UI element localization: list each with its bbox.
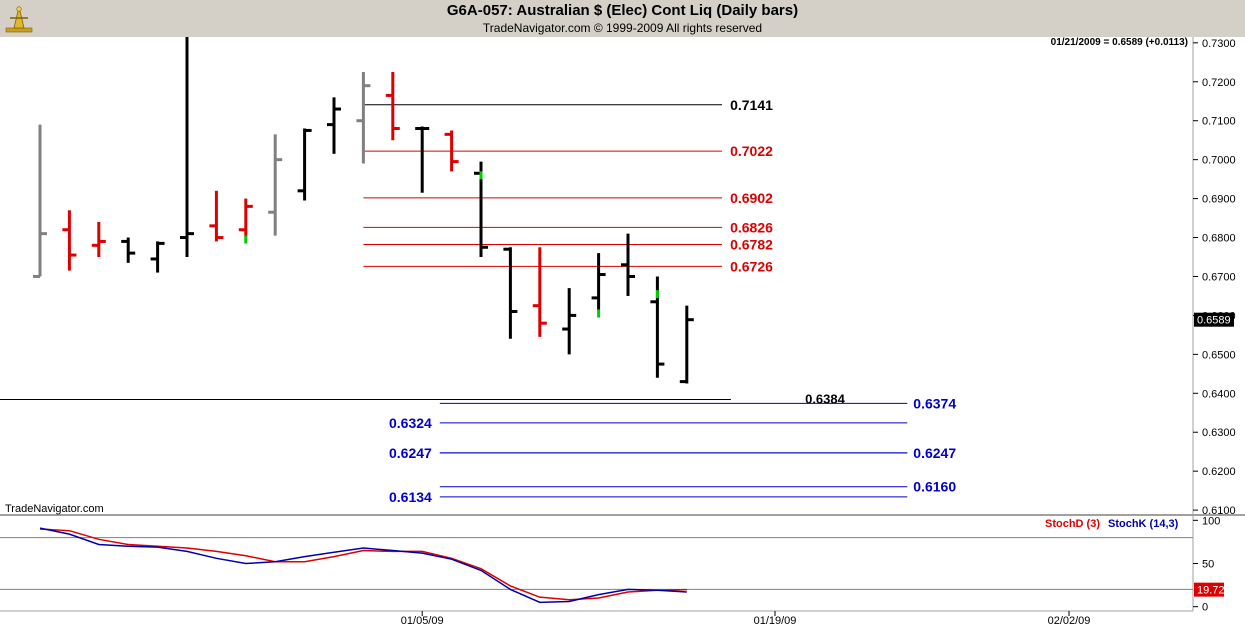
ohlc-bar <box>356 72 371 164</box>
level-label: 0.6826 <box>730 219 773 235</box>
ohlc-bar <box>268 134 283 236</box>
projection-label-left: 0.6247 <box>389 445 432 461</box>
price-tick-label: 0.6400 <box>1202 388 1236 400</box>
ohlc-bar <box>385 72 400 141</box>
price-tick-label: 0.7000 <box>1202 155 1236 167</box>
chart-header: G6A-057: Australian $ (Elec) Cont Liq (D… <box>0 0 1245 37</box>
projection-label-right: 0.6160 <box>913 479 956 495</box>
ohlc-bar <box>621 233 635 296</box>
stoch-tick-label: 100 <box>1202 515 1220 527</box>
date-tick-label: 02/02/09 <box>1048 615 1091 627</box>
last-price-tag <box>1194 312 1234 327</box>
stoch-last-tag <box>1194 582 1224 597</box>
price-tick-label: 0.6200 <box>1202 466 1236 478</box>
price-readout: 01/21/2009 = 0.6589 (+0.0113) <box>1051 37 1188 48</box>
price-tick-label: 0.6900 <box>1202 194 1236 206</box>
price-tick-label: 0.6700 <box>1202 271 1236 283</box>
ohlc-bar <box>209 190 224 242</box>
trade-navigator-logo-icon <box>5 6 33 33</box>
price-tick-label: 0.7100 <box>1202 116 1236 128</box>
ohlc-bar <box>562 288 577 355</box>
chart-subtitle: TradeNavigator.com © 1999-2009 All right… <box>482 21 763 35</box>
projection-label-left: 0.6324 <box>389 415 432 431</box>
level-label: 0.7141 <box>730 97 773 113</box>
stoch-tick-label: 50 <box>1202 559 1214 571</box>
price-tick-label: 0.6500 <box>1202 349 1236 361</box>
date-axis <box>0 611 1245 631</box>
level-label: 0.7022 <box>730 143 773 159</box>
ohlc-bar <box>180 37 194 258</box>
price-tick-label: 0.6100 <box>1202 505 1236 517</box>
ohlc-bar <box>33 124 47 278</box>
price-tick-label: 0.7300 <box>1202 38 1236 50</box>
ohlc-bar <box>650 276 665 378</box>
stoch-legend-entry: StochK (14,3) <box>1108 518 1179 530</box>
level-label: 0.6726 <box>730 258 773 274</box>
ohlc-bar <box>591 253 606 318</box>
price-tick-label: 0.6800 <box>1202 233 1236 245</box>
ohlc-bar <box>297 128 312 201</box>
ohlc-bar <box>532 247 547 337</box>
ohlc-bar <box>91 221 106 258</box>
ohlc-bar <box>150 241 165 273</box>
ohlc-bar <box>238 198 253 244</box>
projection-label-right: 0.6247 <box>913 445 956 461</box>
date-tick-label: 01/05/09 <box>401 615 444 627</box>
level-label: 0.6902 <box>730 190 773 206</box>
ohlc-bar <box>679 305 694 384</box>
support-label: 0.6384 <box>805 392 846 407</box>
price-panel[interactable] <box>0 37 1193 514</box>
date-tick-label: 01/19/09 <box>754 615 797 627</box>
ohlc-bar <box>444 130 459 172</box>
price-tick-label: 0.6300 <box>1202 427 1236 439</box>
chart-title: G6A-057: Australian $ (Elec) Cont Liq (D… <box>446 2 799 19</box>
ohlc-bar <box>121 237 136 263</box>
ohlc-bar <box>62 210 77 271</box>
watermark: TradeNavigator.com <box>5 503 104 515</box>
level-label: 0.6782 <box>730 237 773 253</box>
last-price-label: 0.6589 <box>1197 315 1231 327</box>
stochastic-panel[interactable] <box>0 516 1193 611</box>
stoch-legend-entry: StochD (3) <box>1045 518 1100 530</box>
stoch-last-label: 19.72 <box>1197 585 1225 597</box>
projection-label-right: 0.6374 <box>913 395 956 411</box>
ohlc-bar <box>503 247 518 339</box>
stoch-tick-label: 0 <box>1202 602 1208 614</box>
stoch-series-line <box>39 527 687 604</box>
projection-label-left: 0.6134 <box>389 489 432 505</box>
stochastic-axis <box>1193 516 1245 611</box>
ohlc-bar <box>415 126 430 193</box>
ohlc-bar <box>474 161 488 258</box>
price-axis <box>1193 37 1245 514</box>
price-tick-label: 0.7200 <box>1202 77 1236 89</box>
ohlc-bar <box>327 97 341 154</box>
